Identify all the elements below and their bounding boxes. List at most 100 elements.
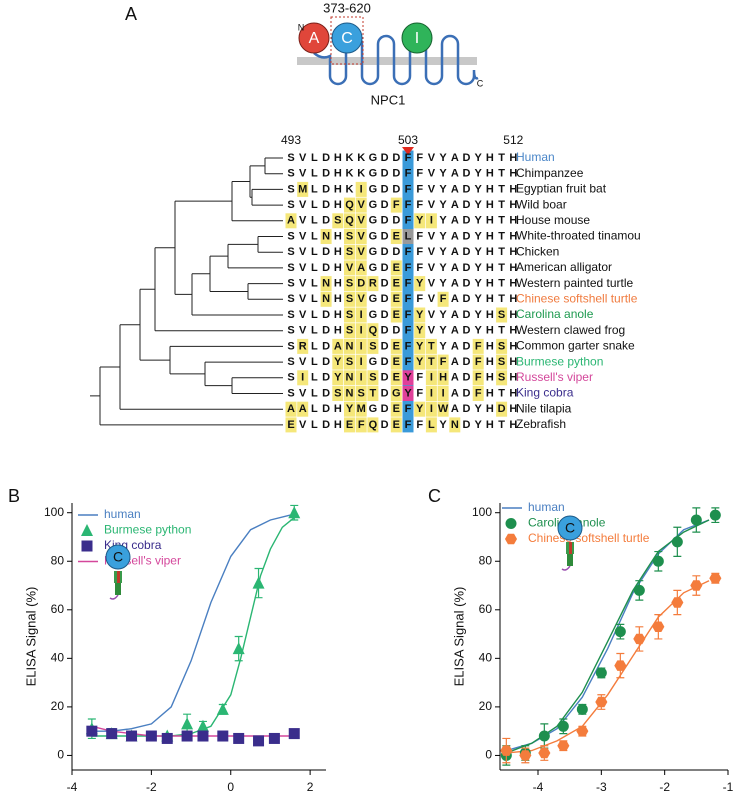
highlight <box>414 213 426 229</box>
highlight <box>355 276 367 292</box>
highlight <box>472 354 484 370</box>
x-tick-label: -1 <box>723 780 734 794</box>
highlight <box>344 417 355 433</box>
highlight <box>355 401 367 417</box>
highlight <box>437 386 449 401</box>
highlight <box>332 386 344 401</box>
x-tick-label: -4 <box>67 780 78 794</box>
data-point <box>106 728 118 740</box>
x-tick-label: -4 <box>533 780 544 794</box>
highlight <box>297 181 309 197</box>
highlight <box>355 354 367 370</box>
highlight <box>496 354 508 370</box>
legend-marker <box>504 533 518 545</box>
species-label: Russell's viper <box>516 370 593 384</box>
species-label: Western painted turtle <box>516 276 634 290</box>
highlight <box>390 291 402 307</box>
highlight <box>437 370 449 386</box>
data-point <box>709 509 721 521</box>
species-label: American alligator <box>516 260 612 274</box>
highlight <box>344 370 355 386</box>
highlight <box>320 276 332 292</box>
highlight <box>425 386 437 401</box>
y-tick-label: 60 <box>51 602 65 616</box>
icon-tail <box>561 565 571 571</box>
highlight <box>355 370 367 386</box>
data-point <box>557 720 569 732</box>
data-point <box>181 730 193 742</box>
highlight <box>472 386 484 401</box>
range-label: 373-620 <box>323 0 371 15</box>
highlight <box>285 417 297 433</box>
highlight <box>355 323 367 339</box>
sequence: AALDHYMGDEFYIWADYHDH <box>287 403 517 415</box>
species-label: Chicken <box>516 244 559 258</box>
y-tick-label: 80 <box>51 553 65 567</box>
highlight <box>320 229 332 244</box>
highlight <box>390 260 402 276</box>
domain-label: C <box>341 30 353 47</box>
y-tick-label: 20 <box>479 699 493 713</box>
data-point <box>216 702 229 715</box>
highlight <box>344 229 355 244</box>
fit-curve <box>506 519 710 754</box>
domain-label: A <box>309 30 320 47</box>
data-point <box>633 633 646 645</box>
highlight <box>367 386 379 401</box>
highlight <box>367 370 379 386</box>
highlight <box>344 213 355 229</box>
species-label: Common garter snake <box>516 339 635 353</box>
highlight <box>425 354 437 370</box>
data-point <box>671 536 683 548</box>
legend-marker <box>81 540 93 552</box>
highlight <box>332 354 344 370</box>
domain-box <box>330 16 364 65</box>
position-label: 512 <box>503 133 523 147</box>
data-point <box>652 555 664 567</box>
x-tick-label: 0 <box>227 780 234 794</box>
highlight <box>414 307 426 323</box>
data-point <box>196 719 209 732</box>
highlight <box>425 401 437 417</box>
position-label: 503 <box>398 133 418 147</box>
sequence: SVLDHVAGDEFFVYADYHTH <box>287 262 517 274</box>
y-tick-label: 40 <box>479 651 493 665</box>
sequence: SVLNHSDRDEFYVYADYHTH <box>287 278 517 290</box>
icon-domain <box>557 515 583 541</box>
highlight <box>402 370 414 386</box>
domain-c <box>331 22 363 54</box>
highlight <box>390 401 402 417</box>
y-axis-label: ELISA Signal (%) <box>451 587 466 687</box>
highlight <box>472 370 484 386</box>
species-label: Burmese python <box>516 354 603 368</box>
highlight <box>332 213 344 229</box>
highlight <box>367 323 379 339</box>
data-point <box>217 730 229 742</box>
data-point <box>197 730 209 742</box>
highlight <box>355 291 367 307</box>
species-label: White-throated tinamou <box>516 229 641 243</box>
data-point <box>253 735 265 747</box>
highlight <box>390 307 402 323</box>
x-tick-label: -3 <box>596 780 607 794</box>
highlight <box>367 417 379 433</box>
sequence: EVLDHEFQDEFFLYNDYHTH <box>287 419 517 431</box>
data-point <box>288 506 301 519</box>
highlight <box>390 197 402 213</box>
species-label: Zebrafish <box>516 417 566 431</box>
domain-i <box>401 22 433 54</box>
highlight <box>496 307 508 323</box>
highlight <box>390 386 402 401</box>
data-point <box>557 740 570 751</box>
data-point <box>288 728 300 740</box>
highlight <box>390 276 402 292</box>
data-point <box>576 725 589 737</box>
legend-label: Chinese softshell turtle <box>528 531 650 545</box>
highlight <box>297 401 309 417</box>
n-terminus: N <box>298 22 305 32</box>
data-point <box>576 703 588 715</box>
y-tick-label: 60 <box>479 602 493 616</box>
highlight <box>344 401 355 417</box>
highlight <box>425 370 437 386</box>
data-point <box>690 580 703 591</box>
